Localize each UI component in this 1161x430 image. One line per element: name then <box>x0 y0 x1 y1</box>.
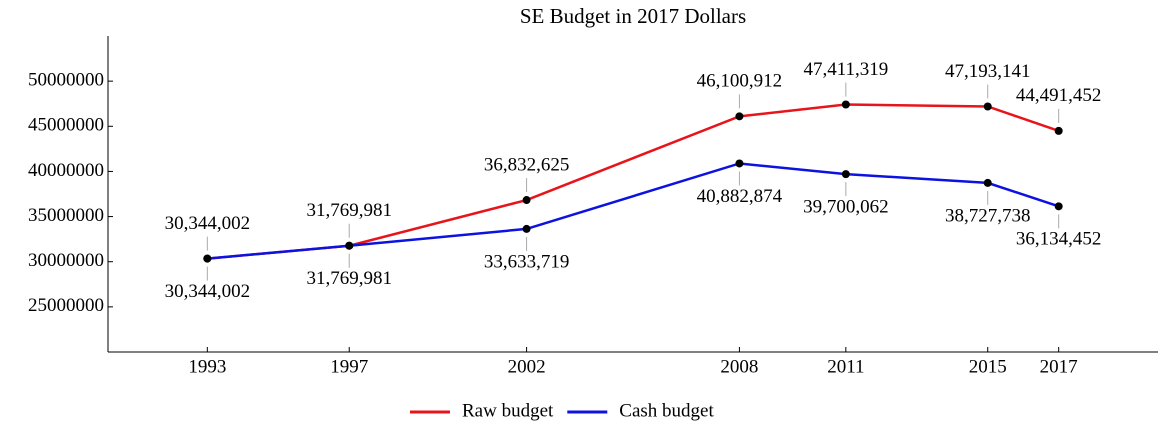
point <box>841 100 850 109</box>
legend-label: Cash budget <box>619 400 714 421</box>
point <box>522 196 531 205</box>
y-tick-label: 35000000 <box>28 205 104 226</box>
point <box>735 112 744 121</box>
chart-title: SE Budget in 2017 Dollars <box>520 4 746 28</box>
x-tick-label: 2011 <box>827 356 864 377</box>
point <box>735 159 744 168</box>
value-label: 39,700,062 <box>803 196 889 217</box>
value-label: 30,344,002 <box>165 213 251 234</box>
value-label: 46,100,912 <box>697 71 783 92</box>
value-label: 33,633,719 <box>484 251 570 272</box>
point <box>203 254 212 263</box>
y-tick-label: 45000000 <box>28 115 104 136</box>
x-tick-label: 2017 <box>1040 356 1078 377</box>
y-tick-label: 40000000 <box>28 160 104 181</box>
point <box>841 170 850 179</box>
x-tick-label: 2015 <box>969 356 1007 377</box>
value-label: 31,769,981 <box>306 268 392 289</box>
y-tick-label: 50000000 <box>28 70 104 91</box>
x-tick-label: 2002 <box>508 356 546 377</box>
y-tick-label: 25000000 <box>28 295 104 316</box>
line <box>207 103 1060 260</box>
value-label: 30,344,002 <box>165 281 251 302</box>
point <box>1054 202 1063 211</box>
value-label: 38,727,738 <box>945 205 1031 226</box>
x-tick-label: 1993 <box>188 356 226 377</box>
point <box>1054 126 1063 135</box>
point <box>983 102 992 111</box>
legend-label: Raw budget <box>462 400 554 421</box>
value-label: 44,491,452 <box>1016 85 1102 106</box>
value-label: 47,411,319 <box>803 59 888 80</box>
x-tick-label: 2008 <box>720 356 758 377</box>
value-label: 47,193,141 <box>945 61 1031 82</box>
value-label: 36,832,625 <box>484 154 570 175</box>
value-label: 31,769,981 <box>306 200 392 221</box>
point <box>522 224 531 233</box>
value-label: 36,134,452 <box>1016 229 1102 250</box>
point <box>983 178 992 187</box>
value-label: 40,882,874 <box>697 186 783 207</box>
y-tick-label: 30000000 <box>28 250 104 271</box>
point <box>345 241 354 250</box>
x-tick-label: 1997 <box>330 356 368 377</box>
